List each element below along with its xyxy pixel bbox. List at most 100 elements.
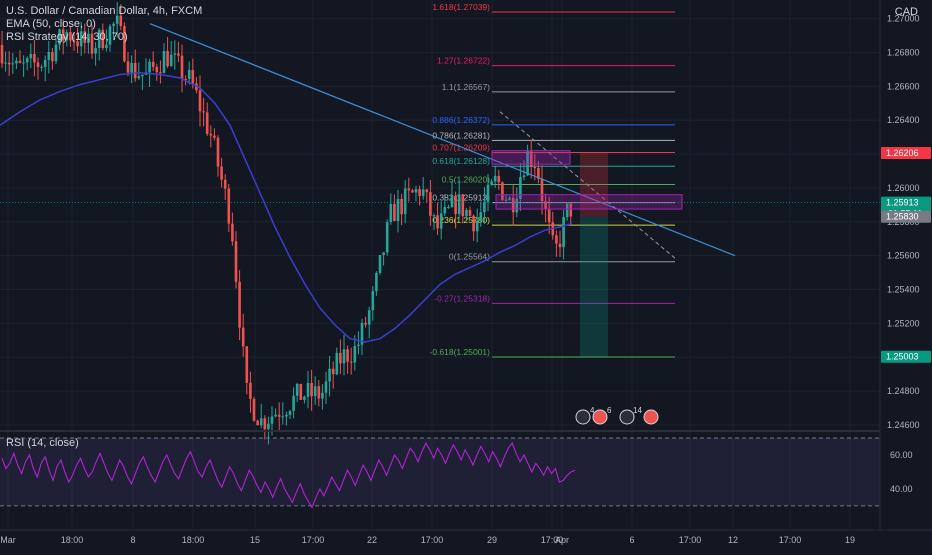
rsi-legend[interactable]: RSI (14, close) xyxy=(6,437,79,449)
candle-body xyxy=(126,61,130,73)
candle-body xyxy=(497,175,501,183)
fib-level-label: 1.1(1.26567) xyxy=(442,82,490,92)
candle-body xyxy=(295,383,299,396)
candle-body xyxy=(223,179,227,189)
candle-body xyxy=(461,194,465,217)
candle-body xyxy=(270,416,274,424)
candle-body xyxy=(508,198,511,200)
candle-body xyxy=(396,198,400,221)
time-tick-label: 19 xyxy=(845,535,855,545)
candle-body xyxy=(25,58,29,63)
candle-body xyxy=(421,189,425,197)
candle-body xyxy=(267,423,270,430)
stop-loss-zone xyxy=(580,152,608,217)
candle-body xyxy=(385,222,389,253)
fib-level-label: 0(1.25564) xyxy=(449,252,490,262)
projection-line xyxy=(499,111,677,260)
candle-body xyxy=(565,203,569,218)
candle-body xyxy=(537,167,540,179)
candle-body xyxy=(108,26,112,45)
candle-body xyxy=(227,188,231,224)
price-badge-label: 1.26206 xyxy=(886,148,919,158)
time-tick-label: 29 xyxy=(487,535,497,545)
fib-level-label: 1.618(1.27039) xyxy=(432,2,490,12)
candle-body xyxy=(47,52,51,60)
price-axis-bg xyxy=(880,0,932,530)
candle-body xyxy=(123,26,126,62)
candle-body xyxy=(292,395,295,412)
price-badge-label: 1.25830 xyxy=(886,212,919,222)
candle-body xyxy=(288,411,292,415)
zone-box xyxy=(495,194,683,210)
candle-body xyxy=(504,199,508,201)
candle-body xyxy=(249,382,252,399)
candle-body xyxy=(231,223,234,242)
candle-body xyxy=(69,32,72,41)
ema-line xyxy=(0,72,573,343)
candle-body xyxy=(198,90,202,112)
candle-body xyxy=(393,203,396,221)
event-badge-icon xyxy=(643,409,659,425)
candle-body xyxy=(43,59,47,67)
candle-body xyxy=(331,368,335,375)
symbol-title[interactable]: U.S. Dollar / Canadian Dollar, 4h, FXCM xyxy=(6,5,203,17)
candle-body xyxy=(533,166,537,168)
candle-body xyxy=(115,15,119,24)
price-tick-label: 1.26600 xyxy=(887,81,920,91)
candle-body xyxy=(87,33,90,43)
fib-level-label: 0.786(1.26281) xyxy=(432,130,490,140)
fib-level-label: 0.236(1.25780) xyxy=(432,215,490,225)
candle-body xyxy=(155,66,159,73)
candle-body xyxy=(342,349,346,364)
price-tick-label: 1.26000 xyxy=(887,183,920,193)
ema-legend[interactable]: EMA (50, close, 0) xyxy=(6,18,96,30)
candle-body xyxy=(378,254,382,273)
fib-level-label: 0.382(1.25913) xyxy=(432,193,490,203)
currency-label[interactable]: CAD xyxy=(894,6,918,18)
price-tick-label: 1.25400 xyxy=(887,284,920,294)
rsi-strategy-legend[interactable]: RSI Strategy (14, 30, 70) xyxy=(6,31,128,43)
time-tick-label: 17:00 xyxy=(679,535,702,545)
candle-body xyxy=(263,418,267,430)
candle-body xyxy=(259,418,263,426)
candle-body xyxy=(83,31,87,43)
price-badge xyxy=(881,350,931,363)
candle-body xyxy=(65,32,69,41)
price-badge-label: 1.25913 xyxy=(886,198,919,208)
time-tick-label: 17:00 xyxy=(541,535,564,545)
candle-body xyxy=(274,414,277,417)
event-badge-icon xyxy=(592,409,608,425)
candle-body xyxy=(418,189,421,197)
candle-body xyxy=(299,383,303,400)
event-badge-count: 6 xyxy=(607,406,612,415)
candle-body xyxy=(234,241,238,282)
event-badge-icon xyxy=(575,409,591,425)
candle-body xyxy=(310,382,313,397)
time-tick-label: 17:00 xyxy=(421,535,444,545)
candle-body xyxy=(148,61,151,73)
candle-body xyxy=(11,63,15,65)
candle-body xyxy=(526,151,529,176)
candle-body xyxy=(468,210,472,216)
fib-level-label: 0.5(1.26020) xyxy=(442,175,490,185)
candle-body xyxy=(558,243,562,248)
candle-body xyxy=(241,327,245,347)
time-tick-label: Apr xyxy=(555,535,569,545)
price-tick-label: 1.25600 xyxy=(887,251,920,261)
candle-body xyxy=(187,69,191,80)
candle-body xyxy=(529,151,533,167)
candle-body xyxy=(511,198,515,213)
candle-body xyxy=(403,188,407,215)
candle-body xyxy=(97,29,101,49)
candle-body xyxy=(490,181,493,185)
candle-body xyxy=(555,235,558,244)
candle-body xyxy=(324,381,328,393)
time-tick-label: 22 xyxy=(367,535,377,545)
candle-body xyxy=(29,54,33,59)
candle-body xyxy=(475,220,479,232)
candle-body xyxy=(562,217,565,248)
candle-body xyxy=(51,52,54,62)
fib-level-label: 0.618(1.26128) xyxy=(432,156,490,166)
